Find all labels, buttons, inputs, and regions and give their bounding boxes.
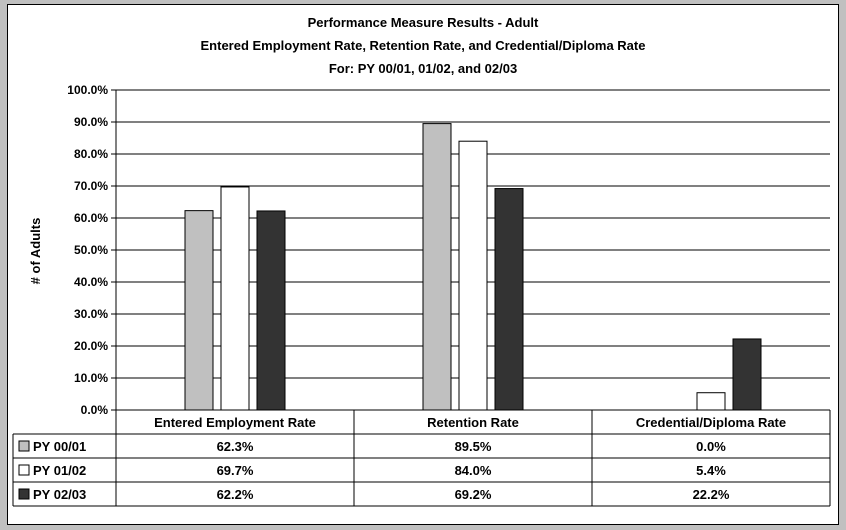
- data-label: 22.2%: [693, 487, 730, 502]
- bar: [422, 123, 452, 411]
- legend-label: PY 00/01: [33, 439, 86, 454]
- y-tick-label: 70.0%: [74, 179, 108, 193]
- y-tick-label: 10.0%: [74, 371, 108, 385]
- bar: [494, 188, 524, 411]
- bar-chart: Performance Measure Results - Adult Ente…: [12, 15, 831, 507]
- data-label: 62.3%: [217, 439, 254, 454]
- chart-subtitle-2: For: PY 00/01, 01/02, and 02/03: [329, 61, 517, 76]
- y-tick-label: 50.0%: [74, 243, 108, 257]
- y-tick-label: 20.0%: [74, 339, 108, 353]
- y-tick-label: 30.0%: [74, 307, 108, 321]
- data-label: 84.0%: [455, 463, 492, 478]
- legend-swatch: [18, 488, 30, 500]
- y-tick-label: 80.0%: [74, 147, 108, 161]
- data-label: 89.5%: [455, 439, 492, 454]
- bar: [732, 338, 762, 411]
- data-label: 62.2%: [217, 487, 254, 502]
- data-label: 69.7%: [217, 463, 254, 478]
- x-category-label: Retention Rate: [427, 415, 519, 430]
- chart-subtitle: Entered Employment Rate, Retention Rate,…: [201, 38, 646, 53]
- chart-title: Performance Measure Results - Adult: [308, 15, 539, 30]
- bar: [220, 186, 250, 411]
- data-label: 5.4%: [696, 463, 726, 478]
- y-tick-label: 60.0%: [74, 211, 108, 225]
- legend-swatch: [18, 440, 30, 452]
- bar: [458, 140, 488, 411]
- legend-label: PY 01/02: [33, 463, 86, 478]
- legend-swatch: [18, 464, 30, 476]
- bar: [696, 392, 726, 411]
- bar: [256, 210, 286, 411]
- bar: [184, 210, 214, 411]
- y-tick-label: 40.0%: [74, 275, 108, 289]
- x-category-label: Credential/Diploma Rate: [636, 415, 786, 430]
- data-label: 0.0%: [696, 439, 726, 454]
- y-tick-label: 0.0%: [81, 403, 109, 417]
- y-tick-label: 100.0%: [67, 83, 108, 97]
- y-axis-label: # of Adults: [28, 218, 43, 285]
- data-label: 69.2%: [455, 487, 492, 502]
- x-category-label: Entered Employment Rate: [154, 415, 316, 430]
- chart-frame: Performance Measure Results - Adult Ente…: [7, 4, 839, 525]
- legend-label: PY 02/03: [33, 487, 86, 502]
- y-tick-label: 90.0%: [74, 115, 108, 129]
